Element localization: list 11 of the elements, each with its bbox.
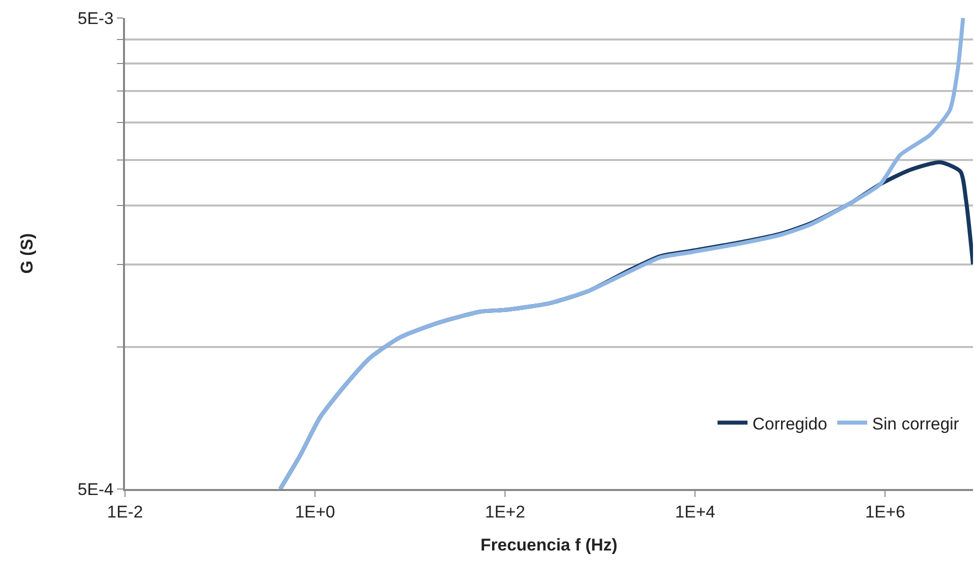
legend-label: Corregido: [752, 414, 828, 434]
y-tick-label: 5E-4: [78, 480, 114, 499]
x-tick-label: 1E-2: [107, 502, 143, 522]
y-axis-title: G (S): [18, 233, 37, 274]
x-tick-label: 1E+0: [294, 502, 336, 522]
x-axis-title: Frecuencia f (Hz): [480, 535, 618, 554]
legend-label: Sin corregir: [872, 414, 960, 434]
x-tick-label: 1E+4: [675, 502, 716, 522]
x-tick-label: 1E+2: [484, 502, 526, 522]
x-tick-label: 1E+6: [865, 502, 906, 522]
y-tick-label: 5E-3: [78, 8, 114, 28]
